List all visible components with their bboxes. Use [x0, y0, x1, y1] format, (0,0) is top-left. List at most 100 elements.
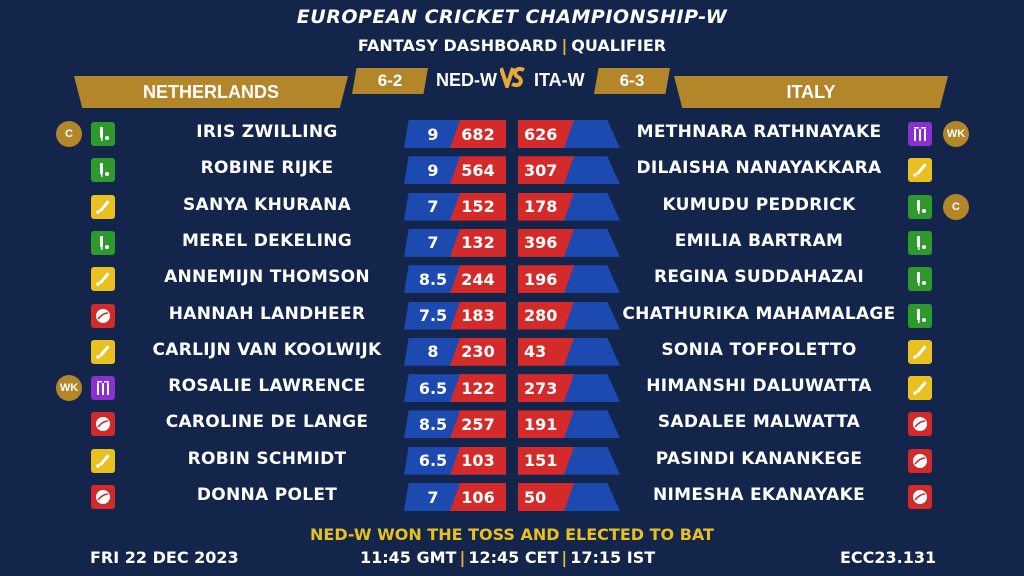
player-row: ANNEMIJN THOMSON 8.5 244 196 REGINA SUDDAHAZ… — [0, 263, 1024, 299]
all-rounder-bat-icon — [91, 267, 115, 292]
player-points-right: 307 — [518, 156, 574, 185]
time-separator: | — [561, 548, 568, 567]
bat-icon — [908, 194, 932, 219]
time-separator: | — [459, 548, 466, 567]
bat-icon — [908, 267, 932, 292]
player-points-left: 564 — [450, 156, 506, 185]
player-badge-right: C — [943, 193, 969, 220]
bat-icon — [91, 158, 115, 183]
match-date: FRI 22 DEC 2023 — [90, 548, 239, 567]
ball-icon — [908, 485, 932, 509]
player-name-right: NIMESHA EKANAYAKE — [652, 485, 866, 505]
player-row: MEREL DEKELING 7 132 396 EMILIA BARTRAM — [0, 227, 1024, 263]
player-points-right: 50 — [518, 483, 574, 511]
wicket-keeper-stumps-icon — [908, 122, 932, 146]
all-rounder-bat-icon — [908, 376, 932, 401]
player-name-right: REGINA SUDDAHAZAI — [653, 267, 864, 288]
player-row: CAROLINE DE LANGE 8.5 257 191 SADALEE MALWAT… — [0, 408, 1024, 444]
all-rounder-bat-icon — [91, 194, 115, 219]
all-rounder-bat-icon — [908, 158, 932, 183]
player-name-right: CHATHURIKA MAHAMALAGE — [622, 303, 896, 324]
team-record-right: 6-3 — [594, 68, 670, 94]
player-name-right: DILAISHA NANAYAKKARA — [636, 158, 882, 179]
player-name-left: HANNAH LANDHEER — [168, 303, 366, 324]
player-points-left: 122 — [450, 374, 506, 403]
all-rounder-bat-icon — [91, 339, 115, 364]
player-credit: 7.5 — [404, 301, 462, 330]
player-points-left: 257 — [450, 410, 506, 439]
player-row: DONNA POLET 7 106 50 NIMESHA EKANAYAKE — [0, 481, 1024, 517]
ball-icon — [908, 448, 932, 473]
time-gmt: 11:45 GMT — [360, 548, 457, 567]
ball-icon — [91, 485, 115, 509]
player-row: C IRIS ZWILLING 9 682 626 METHNARA RATHNAYAKE… — [0, 118, 1024, 154]
player-points-left: 103 — [450, 446, 506, 475]
time-cet: 12:45 CET — [468, 548, 559, 567]
player-points-right: 178 — [518, 192, 574, 221]
team-banner-left: NETHERLANDS — [74, 76, 348, 108]
team-code-right: ITA-W — [534, 70, 585, 90]
player-name-left: ANNEMIJN THOMSON — [164, 267, 370, 288]
player-name-left: SANYA KHURANA — [182, 194, 352, 215]
player-name-left: CARLIJN VAN KOOLWIJK — [152, 339, 382, 360]
page-subtitle: FANTASY DASHBOARD | QUALIFIER — [0, 36, 1024, 55]
player-points-right: 196 — [518, 265, 574, 294]
player-points-left: 132 — [450, 228, 506, 257]
player-name-right: SONIA TOFFOLETTO — [661, 339, 857, 360]
player-name-left: ROSALIE LAWRENCE — [168, 376, 366, 397]
player-points-right: 396 — [518, 228, 574, 257]
player-row: SANYA KHURANA 7 152 178 KUMUDU PEDDRICK C — [0, 191, 1024, 227]
all-rounder-bat-icon — [91, 448, 115, 473]
player-points-left: 183 — [450, 301, 506, 330]
player-name-right: PASINDI KANANKEGE — [655, 448, 863, 469]
team-code-left: NED-W — [436, 70, 497, 90]
player-points-left: 106 — [450, 483, 506, 511]
match-times: 11:45 GMT | 12:45 CET | 17:15 IST — [360, 548, 655, 567]
player-points-right: 280 — [518, 301, 574, 330]
player-badge-right: WK — [943, 121, 969, 147]
subtitle-left: FANTASY DASHBOARD — [357, 36, 558, 55]
player-name-left: DONNA POLET — [196, 485, 338, 505]
player-row: ROBINE RIJKE 9 564 307 DILAISHA NANAYAKKARA — [0, 154, 1024, 190]
ball-icon — [908, 412, 932, 437]
player-row: ROBIN SCHMIDT 6.5 103 151 PASINDI KANANKEGE — [0, 445, 1024, 481]
player-name-left: IRIS ZWILLING — [196, 122, 338, 142]
player-badge-left: WK — [56, 375, 82, 402]
player-points-right: 191 — [518, 410, 574, 439]
subtitle-right: QUALIFIER — [571, 36, 667, 55]
player-points-right: 273 — [518, 374, 574, 403]
player-name-right: KUMUDU PEDDRICK — [662, 194, 856, 215]
player-points-left: 682 — [450, 120, 506, 148]
player-row: HANNAH LANDHEER 7.5 183 280 CHATHURIKA MAHAM… — [0, 300, 1024, 336]
bat-icon — [91, 122, 115, 146]
player-credit: 8 — [404, 337, 462, 366]
player-name-left: CAROLINE DE LANGE — [165, 412, 369, 433]
player-name-right: METHNARA RATHNAYAKE — [636, 122, 882, 142]
player-points-right: 43 — [518, 337, 574, 366]
player-name-right: SADALEE MALWATTA — [657, 412, 861, 433]
wicket-keeper-stumps-icon — [91, 376, 115, 401]
subtitle-separator: | — [561, 36, 568, 55]
match-code: ECC23.131 — [840, 548, 937, 567]
player-points-left: 244 — [450, 265, 506, 294]
player-row: CARLIJN VAN KOOLWIJK 8 230 43 SONIA TOFFOLET… — [0, 336, 1024, 372]
vs-icon — [498, 66, 528, 95]
team-banner-right: ITALY — [674, 76, 948, 108]
team-record-left: 6-2 — [352, 68, 428, 94]
bat-icon — [908, 303, 932, 328]
player-points-left: 230 — [450, 337, 506, 366]
bat-icon — [91, 230, 115, 255]
player-name-left: ROBINE RIJKE — [200, 158, 334, 179]
player-points-right: 626 — [518, 120, 574, 148]
ball-icon — [91, 303, 115, 328]
player-credit: 6.5 — [404, 374, 462, 403]
player-points-left: 152 — [450, 192, 506, 221]
page-title: EUROPEAN CRICKET CHAMPIONSHIP-W — [296, 6, 728, 28]
vs-glyph-icon — [499, 66, 525, 93]
player-row: WK ROSALIE LAWRENCE 6.5 122 273 HIMANSHI DALU… — [0, 372, 1024, 408]
bat-icon — [908, 230, 932, 255]
toss-result: NED-W WON THE TOSS AND ELECTED TO BAT — [310, 525, 714, 544]
all-rounder-bat-icon — [908, 339, 932, 364]
player-name-right: HIMANSHI DALUWATTA — [646, 376, 872, 397]
player-name-left: ROBIN SCHMIDT — [187, 448, 347, 469]
